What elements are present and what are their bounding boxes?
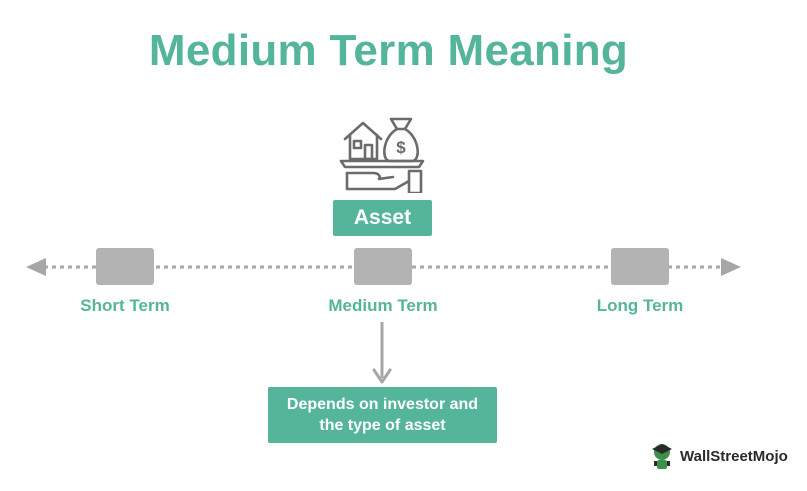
node-medium-term [354,248,412,285]
wallstreetmojo-logo-icon [652,444,672,469]
asset-label-badge: Asset [333,200,432,236]
description-line-1: Depends on investor and [286,396,479,413]
node-short-term [96,248,154,285]
node-long-term [611,248,669,285]
description-box: Depends on investor and the type of asse… [268,387,497,443]
term-label-long: Long Term [596,296,684,315]
term-timeline [26,248,741,285]
description-line-2: the type of asset [319,417,446,434]
left-arrowhead [26,258,46,276]
term-label-short: Short Term [80,296,170,315]
term-label-medium: Medium Term [328,296,438,315]
right-arrowhead [721,258,741,276]
down-arrow-icon [372,322,392,384]
svg-text:$: $ [396,138,406,157]
brand-name: WallStreetMojo [680,447,788,465]
house-money-bag-hand-icon: $ [339,117,425,193]
page-title: Medium Term Meaning [148,26,629,75]
brand-logo: WallStreetMojo [648,441,788,471]
